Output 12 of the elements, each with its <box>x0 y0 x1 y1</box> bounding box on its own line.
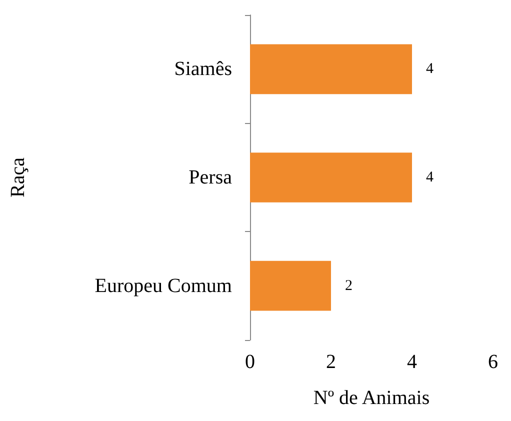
y-tick-label: Siamês <box>174 58 232 80</box>
x-tick-label: 0 <box>245 351 255 373</box>
x-tick-label: 2 <box>326 351 336 373</box>
data-label: 2 <box>345 278 352 294</box>
x-tick-label: 4 <box>407 351 417 373</box>
x-axis-title: Nº de Animais <box>313 387 430 409</box>
data-label: 4 <box>426 61 434 78</box>
y-axis-title: Raça <box>7 157 29 198</box>
data-label: 4 <box>426 170 434 186</box>
y-tick-label: Europeu Comum <box>94 274 232 297</box>
x-tick-label: 6 <box>488 351 498 373</box>
y-tick-label: Persa <box>188 166 232 188</box>
